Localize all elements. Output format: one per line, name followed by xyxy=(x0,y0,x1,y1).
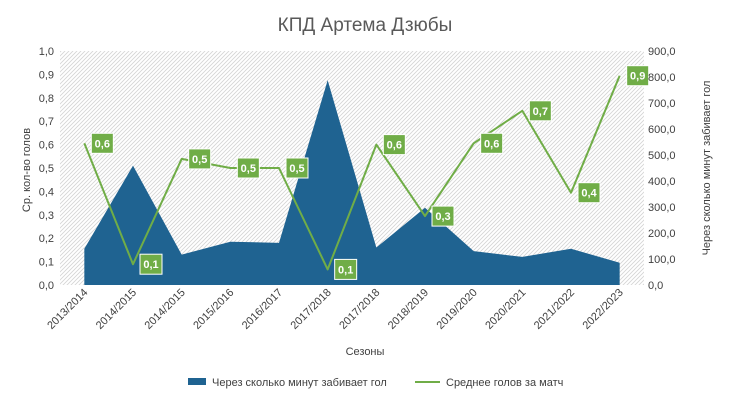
x-tick-label: 2017/2018 xyxy=(337,287,382,332)
data-label-text: 0,5 xyxy=(241,163,256,175)
data-label: 0,5 xyxy=(285,157,309,179)
data-label-box xyxy=(139,253,163,275)
x-tick-label: 2016/2017 xyxy=(240,287,285,332)
y-tick-label: 0,5 xyxy=(39,163,54,175)
legend-label-area: Через сколько минут забивает гол xyxy=(212,377,387,389)
y-tick-label: 0,0 xyxy=(39,280,54,292)
y-tick-label: 0,8 xyxy=(39,93,54,105)
data-label-text: 0,1 xyxy=(143,259,158,271)
x-tick-label: 2020/2021 xyxy=(483,287,528,332)
y-tick-label: 0,9 xyxy=(39,69,54,81)
data-label: 0,4 xyxy=(577,182,601,204)
data-label: 0,7 xyxy=(528,100,552,122)
data-label-box xyxy=(626,65,650,87)
data-label: 0,3 xyxy=(431,205,455,227)
data-label-box xyxy=(577,182,601,204)
data-label-text: 0,9 xyxy=(630,71,645,83)
data-label-text: 0,6 xyxy=(387,140,402,152)
data-label: 0,1 xyxy=(139,253,163,275)
y2-tick-label: 100,0 xyxy=(648,254,676,266)
legend-swatch-area xyxy=(188,378,206,385)
y-tick-label: 0,7 xyxy=(39,116,54,128)
data-label: 0,6 xyxy=(480,132,504,154)
x-tick-label: 2013/2014 xyxy=(45,287,90,332)
data-label-text: 0,4 xyxy=(581,188,597,200)
y-tick-label: 0,2 xyxy=(39,233,54,245)
data-label-text: 0,7 xyxy=(533,106,548,118)
y2-tick-label: 600,0 xyxy=(648,124,676,136)
data-label-box xyxy=(431,205,455,227)
x-tick-label: 2018/2019 xyxy=(386,287,431,332)
line-series-path xyxy=(83,75,621,271)
x-axis-label: Сезоны xyxy=(346,346,385,358)
x-tick-label: 2021/2022 xyxy=(532,287,577,332)
area-series-fill xyxy=(84,80,620,285)
y-tick-label: 1,0 xyxy=(39,46,54,58)
data-label-box xyxy=(480,132,504,154)
y-axis-ticks: 0,0 0,1 0,2 0,3 0,4 0,5 0,6 0,7 0,8 0,9 1,0 xyxy=(39,46,54,292)
data-label-box xyxy=(188,148,212,170)
chart-title: КПД Артема Дзюбы xyxy=(278,15,453,36)
data-label-box xyxy=(382,134,406,156)
data-label: 0,1 xyxy=(334,258,358,280)
line-series xyxy=(83,75,621,271)
data-label: 0,6 xyxy=(90,132,114,154)
x-tick-label: 2019/2020 xyxy=(435,287,480,332)
data-label-box xyxy=(236,157,260,179)
y2-tick-label: 400,0 xyxy=(648,176,676,188)
x-tick-label: 2015/2016 xyxy=(191,287,236,332)
y2-axis-ticks: 0,0 100,0 200,0 300,0 400,0 500,0 600,0 700,0 80… xyxy=(648,46,676,292)
legend: Через сколько минут забивает гол Среднее… xyxy=(188,377,563,389)
data-label-box xyxy=(90,132,114,154)
x-tick-label: 2014/2015 xyxy=(94,287,139,332)
area-series xyxy=(84,80,620,285)
y2-tick-label: 900,0 xyxy=(648,46,676,58)
y2-tick-label: 700,0 xyxy=(648,98,676,110)
y2-tick-label: 0,0 xyxy=(648,280,663,292)
data-label-text: 0,5 xyxy=(192,154,207,166)
data-label-text: 0,3 xyxy=(435,211,450,223)
data-label-box xyxy=(334,258,358,280)
data-labels: 0,6 0,1 0,5 0,5 0,5 0,1 0,6 0,3 0,6 0,7 0,4 0,9 xyxy=(90,65,650,280)
y2-tick-label: 500,0 xyxy=(648,150,676,162)
y-tick-label: 0,4 xyxy=(39,186,54,198)
data-label: 0,9 xyxy=(626,65,650,87)
data-label-text: 0,6 xyxy=(95,138,110,150)
data-label: 0,6 xyxy=(382,134,406,156)
data-label: 0,5 xyxy=(188,148,212,170)
y2-axis-label: Через сколько минут забивает гол xyxy=(701,81,713,256)
x-axis-ticks: 2013/2014 2014/2015 2014/2015 2015/2016 2016… xyxy=(45,287,626,332)
data-label-box xyxy=(528,100,552,122)
y-axis-label: Ср. кол-во голов xyxy=(21,128,33,212)
x-tick-label: 2014/2015 xyxy=(143,287,188,332)
y-tick-label: 0,1 xyxy=(39,257,54,269)
y-tick-label: 0,6 xyxy=(39,140,54,152)
x-tick-label: 2017/2018 xyxy=(289,287,334,332)
x-tick-label: 2022/2023 xyxy=(581,287,626,332)
y2-tick-label: 300,0 xyxy=(648,202,676,214)
y2-tick-label: 800,0 xyxy=(648,72,676,84)
data-label-text: 0,5 xyxy=(289,163,304,175)
y-tick-label: 0,3 xyxy=(39,210,54,222)
legend-label-line: Среднее голов за матч xyxy=(446,377,563,389)
data-label-text: 0,6 xyxy=(484,138,499,150)
y2-tick-label: 200,0 xyxy=(648,228,676,240)
data-label-box xyxy=(285,157,309,179)
data-label: 0,5 xyxy=(236,157,260,179)
data-label-text: 0,1 xyxy=(338,264,353,276)
